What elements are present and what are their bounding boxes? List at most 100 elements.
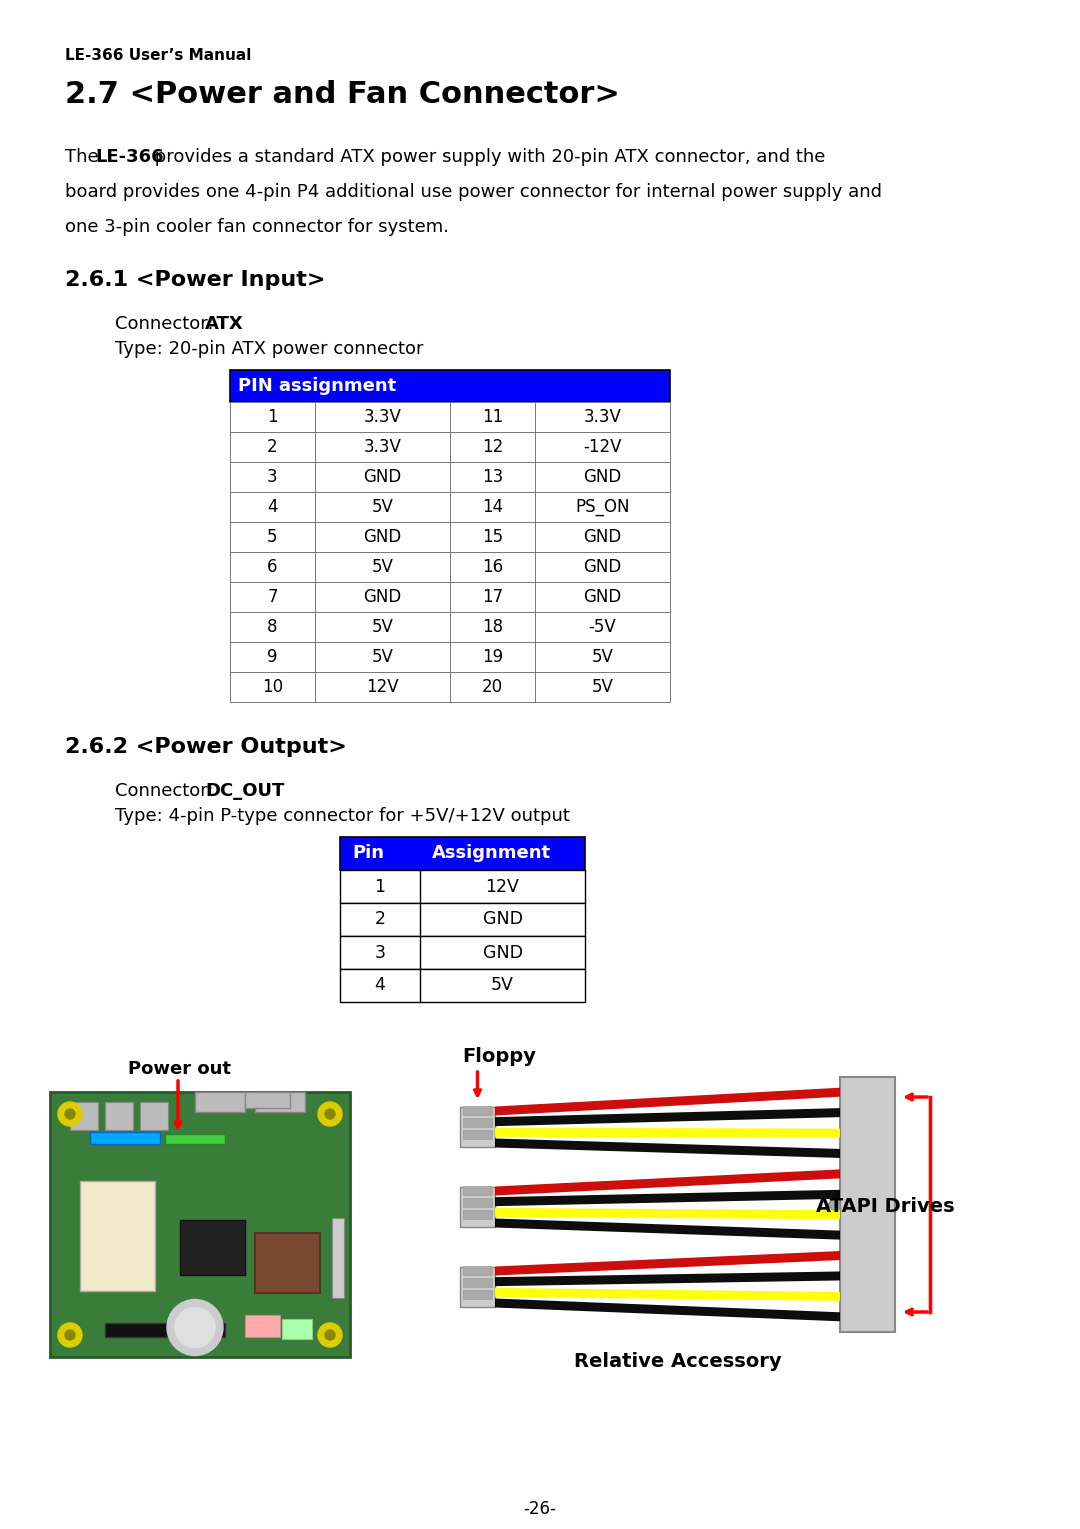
Polygon shape — [495, 1087, 840, 1116]
Text: 5V: 5V — [372, 618, 393, 636]
Bar — [230, 492, 670, 521]
Text: Connector:: Connector: — [114, 781, 219, 800]
Bar — [70, 1102, 98, 1130]
Bar — [230, 642, 670, 673]
Bar — [463, 1105, 492, 1115]
Text: 12V: 12V — [486, 878, 519, 896]
Text: 16: 16 — [482, 558, 503, 576]
Text: 12: 12 — [482, 437, 503, 456]
Bar — [50, 1092, 350, 1358]
Circle shape — [325, 1109, 335, 1119]
Bar — [230, 673, 670, 702]
Bar — [460, 1107, 495, 1147]
Bar — [463, 1209, 492, 1219]
Text: Floppy: Floppy — [462, 1047, 537, 1066]
Text: ATX: ATX — [205, 315, 244, 333]
Text: provides a standard ATX power supply with 20-pin ATX connector, and the: provides a standard ATX power supply wit… — [149, 148, 825, 167]
Text: 1: 1 — [267, 408, 278, 427]
Text: -5V: -5V — [589, 618, 617, 636]
Bar — [255, 1232, 320, 1292]
Text: DC_OUT: DC_OUT — [205, 781, 284, 800]
Bar — [840, 1076, 895, 1332]
Polygon shape — [495, 1287, 840, 1301]
Text: 5V: 5V — [592, 677, 613, 696]
Circle shape — [318, 1102, 342, 1125]
Text: 8: 8 — [267, 618, 278, 636]
Circle shape — [175, 1307, 215, 1347]
Bar — [463, 1130, 492, 1139]
Text: -26-: -26- — [524, 1500, 556, 1518]
Text: -12V: -12V — [583, 437, 622, 456]
Bar — [460, 1268, 495, 1307]
Text: 3.3V: 3.3V — [364, 437, 402, 456]
Bar — [230, 370, 670, 402]
Text: 7: 7 — [267, 589, 278, 605]
Bar — [195, 1092, 245, 1112]
Bar — [463, 1199, 492, 1206]
Bar — [230, 552, 670, 583]
Bar — [180, 1220, 245, 1275]
Text: LE-366 User’s Manual: LE-366 User’s Manual — [65, 47, 252, 63]
Text: Type: 20-pin ATX power connector: Type: 20-pin ATX power connector — [114, 339, 423, 358]
Text: board provides one 4-pin P4 additional use power connector for internal power su: board provides one 4-pin P4 additional u… — [65, 183, 882, 200]
Text: PS_ON: PS_ON — [576, 498, 630, 515]
Bar — [245, 1092, 291, 1109]
Text: 3: 3 — [375, 943, 386, 962]
Text: GND: GND — [483, 910, 523, 928]
Bar — [255, 1092, 305, 1112]
Text: 2.6.1 <Power Input>: 2.6.1 <Power Input> — [65, 271, 325, 291]
Text: 2: 2 — [375, 910, 386, 928]
Text: GND: GND — [363, 528, 402, 546]
Text: 15: 15 — [482, 528, 503, 546]
Bar — [230, 402, 670, 433]
Text: 14: 14 — [482, 498, 503, 515]
Bar — [340, 836, 585, 870]
Circle shape — [58, 1102, 82, 1125]
Text: Relative Accessory: Relative Accessory — [573, 1352, 781, 1372]
Text: one 3-pin cooler fan connector for system.: one 3-pin cooler fan connector for syste… — [65, 219, 449, 235]
Text: 6: 6 — [267, 558, 278, 576]
Circle shape — [318, 1323, 342, 1347]
Text: PIN assignment: PIN assignment — [238, 378, 396, 394]
Text: 2: 2 — [267, 437, 278, 456]
Text: 13: 13 — [482, 468, 503, 486]
Text: Assignment: Assignment — [432, 844, 551, 862]
Bar — [165, 1135, 225, 1144]
Polygon shape — [495, 1272, 840, 1286]
Text: GND: GND — [363, 468, 402, 486]
Text: 5V: 5V — [372, 498, 393, 515]
Bar — [332, 1217, 345, 1298]
Circle shape — [58, 1323, 82, 1347]
Bar — [463, 1187, 492, 1196]
Bar — [340, 870, 585, 904]
Text: 3.3V: 3.3V — [583, 408, 621, 427]
Text: LE-366: LE-366 — [95, 148, 164, 167]
Polygon shape — [495, 1128, 840, 1138]
Text: Type: 4-pin P-type connector for +5V/+12V output: Type: 4-pin P-type connector for +5V/+12… — [114, 807, 570, 826]
Bar — [463, 1266, 492, 1275]
Polygon shape — [495, 1251, 840, 1275]
Text: ATAPI Drives: ATAPI Drives — [816, 1197, 955, 1216]
Text: 2.7 <Power and Fan Connector>: 2.7 <Power and Fan Connector> — [65, 80, 620, 109]
Text: GND: GND — [583, 558, 622, 576]
Bar — [463, 1118, 492, 1127]
Bar — [245, 1315, 280, 1336]
Polygon shape — [495, 1109, 840, 1127]
Text: 5V: 5V — [372, 558, 393, 576]
Text: GND: GND — [583, 468, 622, 486]
Text: 10: 10 — [262, 677, 283, 696]
Text: Connector:: Connector: — [114, 315, 219, 333]
Text: 4: 4 — [267, 498, 278, 515]
Bar — [105, 1102, 133, 1130]
Bar — [230, 612, 670, 642]
Text: 12V: 12V — [366, 677, 399, 696]
Bar — [90, 1131, 160, 1144]
Polygon shape — [495, 1190, 840, 1206]
Text: GND: GND — [583, 528, 622, 546]
Text: GND: GND — [583, 589, 622, 605]
Bar — [282, 1320, 312, 1339]
Polygon shape — [495, 1170, 840, 1196]
Text: 5: 5 — [267, 528, 278, 546]
Text: 9: 9 — [267, 648, 278, 667]
Bar — [80, 1182, 156, 1292]
